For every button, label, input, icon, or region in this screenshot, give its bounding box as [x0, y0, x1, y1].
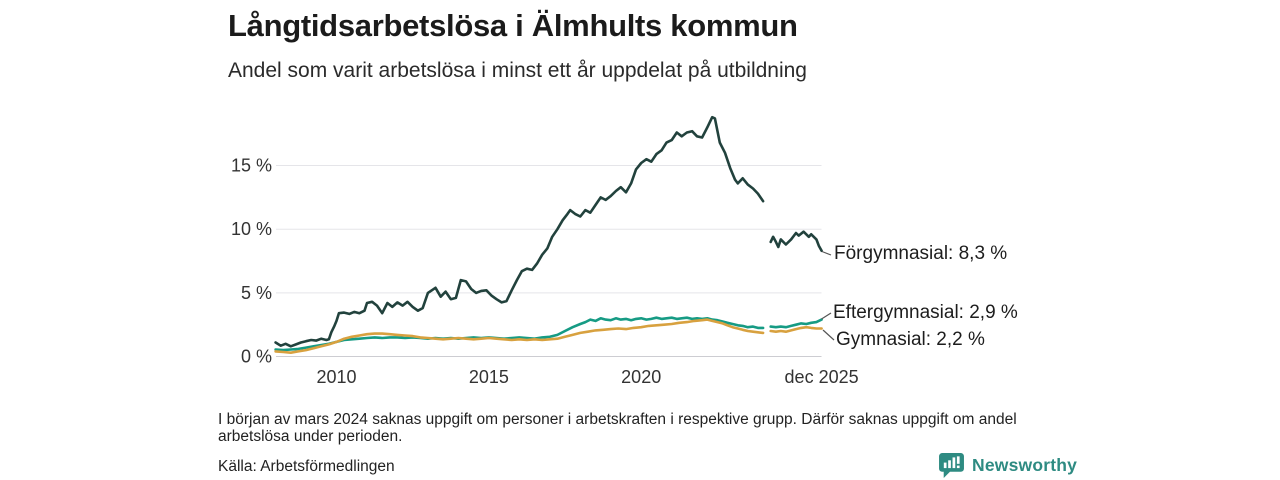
series-label-forgymnasial: Förgymnasial: 8,3 % [834, 243, 1007, 264]
series-line-forgymnasial-seg2 [769, 230, 823, 253]
y-tick-label: 10 % [231, 219, 272, 239]
x-tick-label: 2010 [316, 367, 356, 387]
x-tick-label: dec 2025 [785, 367, 859, 387]
page-title: Långtidsarbetslösa i Älmhults kommun [228, 8, 798, 43]
series-line-eftergymnasial-seg2 [769, 318, 823, 329]
series-label-leader-eftergymnasial [821, 312, 832, 320]
newsworthy-logo-text: Newsworthy [972, 455, 1078, 475]
series-label-leader-forgymnasial [821, 250, 832, 256]
y-tick-label: 0 % [241, 347, 272, 367]
series-label-leader-gymnasial [822, 329, 835, 341]
series-line-gymnasial-seg1 [274, 318, 765, 355]
newsworthy-logo: Newsworthy [938, 452, 1077, 479]
y-tick-label: 15 % [231, 156, 272, 176]
series-line-eftergymnasial-seg1 [274, 316, 765, 352]
chart-subtitle: Andel som varit arbetslösa i minst ett å… [228, 59, 807, 82]
series-line-forgymnasial-seg1 [274, 115, 765, 348]
x-tick-label: 2015 [469, 367, 509, 387]
source-note: Källa: Arbetsförmedlingen [218, 458, 395, 475]
series-label-gymnasial: Gymnasial: 2,2 % [836, 329, 985, 350]
series-line-gymnasial-seg2 [769, 325, 823, 334]
x-tick-label: 2020 [621, 367, 661, 387]
y-tick-label: 5 % [241, 283, 272, 303]
chart-footnote: I början av mars 2024 saknas uppgift om … [218, 411, 1017, 445]
newsworthy-logo-icon [939, 453, 964, 478]
series-label-eftergymnasial: Eftergymnasial: 2,9 % [833, 302, 1018, 323]
